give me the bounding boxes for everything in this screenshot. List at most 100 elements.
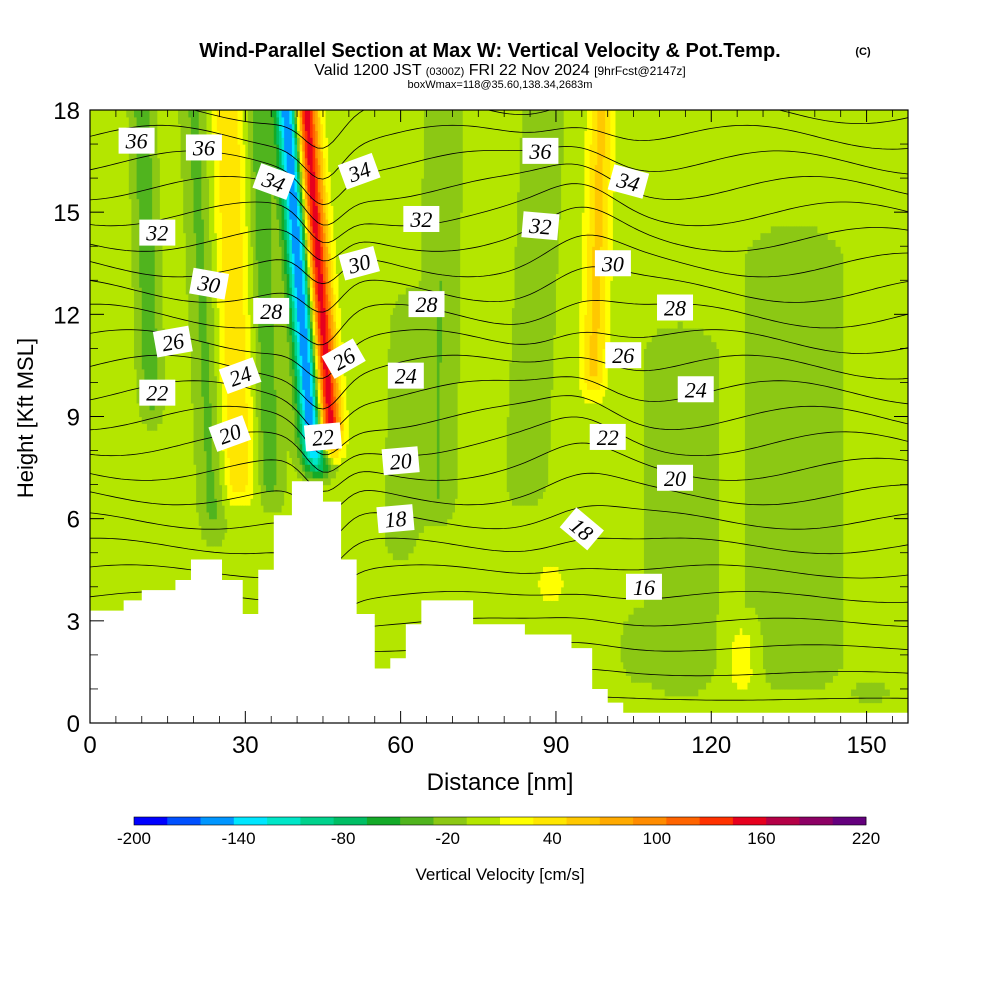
velocity-cell xyxy=(146,110,151,404)
velocity-cell xyxy=(553,334,557,567)
velocity-cell xyxy=(524,505,529,723)
velocity-cell xyxy=(214,110,218,234)
velocity-cell xyxy=(307,464,311,472)
velocity-cell xyxy=(832,110,837,241)
velocity-cell xyxy=(237,144,241,493)
velocity-cell xyxy=(196,287,200,513)
velocity-cell xyxy=(214,232,218,377)
contour-label-text: 22 xyxy=(146,381,168,406)
velocity-cell xyxy=(299,205,303,213)
contour-label-box xyxy=(625,573,662,600)
velocity-cell xyxy=(832,239,837,676)
velocity-cell xyxy=(141,423,145,723)
velocity-cell xyxy=(786,225,790,690)
velocity-cell xyxy=(504,110,508,723)
velocity-cell xyxy=(139,110,143,288)
velocity-cell xyxy=(535,110,539,506)
velocity-cell xyxy=(649,110,653,343)
velocity-cell xyxy=(589,402,593,723)
velocity-cell xyxy=(216,443,221,547)
velocity-cell xyxy=(561,579,565,588)
velocity-cell xyxy=(431,110,435,527)
velocity-cell xyxy=(778,110,782,227)
velocity-cell xyxy=(827,239,831,683)
velocity-cell xyxy=(514,246,518,506)
velocity-cell xyxy=(289,239,293,268)
velocity-cell xyxy=(157,157,161,424)
velocity-cell xyxy=(304,327,309,424)
velocity-cell xyxy=(299,130,303,145)
velocity-cell xyxy=(286,341,290,452)
contour-label: 16 xyxy=(625,573,662,600)
velocity-cell xyxy=(333,293,337,322)
velocity-cell xyxy=(222,110,226,295)
velocity-cell xyxy=(509,110,513,363)
velocity-cell xyxy=(794,688,798,723)
contour-label-text: 16 xyxy=(633,575,655,600)
velocity-cell xyxy=(278,110,283,132)
velocity-cell xyxy=(131,287,135,723)
velocity-cell xyxy=(501,110,505,723)
velocity-cell xyxy=(757,239,762,622)
velocity-cell xyxy=(680,321,684,697)
velocity-cell xyxy=(317,409,321,424)
velocity-cell xyxy=(587,232,591,390)
velocity-cell xyxy=(848,110,852,723)
velocity-cell xyxy=(646,341,650,683)
velocity-cell xyxy=(317,457,321,465)
theta-contour-line xyxy=(90,505,908,545)
contour-label-box xyxy=(657,294,694,321)
colorbar-tick-label: -20 xyxy=(435,829,460,848)
velocity-cell xyxy=(310,287,314,302)
velocity-cell xyxy=(299,116,303,132)
velocity-cell xyxy=(739,627,743,690)
velocity-cell xyxy=(291,341,296,370)
velocity-cell xyxy=(123,110,127,723)
contour-label-box xyxy=(408,291,445,318)
velocity-cell xyxy=(763,232,767,670)
contour-label-box xyxy=(321,338,366,379)
theta-contour-line xyxy=(90,442,908,492)
velocity-cell xyxy=(734,634,738,683)
velocity-cell xyxy=(693,327,697,697)
velocity-cell xyxy=(599,402,604,723)
velocity-cell xyxy=(312,144,316,172)
velocity-cell xyxy=(607,110,611,179)
contour-label-box xyxy=(607,164,650,199)
velocity-cell xyxy=(770,225,774,690)
velocity-cell xyxy=(814,688,818,723)
velocity-cell xyxy=(636,682,640,723)
velocity-cell xyxy=(302,137,306,152)
velocity-cell xyxy=(198,341,202,527)
velocity-cell xyxy=(682,695,686,723)
velocity-cell xyxy=(874,682,878,704)
velocity-cell xyxy=(876,682,881,704)
velocity-cell xyxy=(307,191,311,206)
velocity-cell xyxy=(545,110,549,486)
velocity-cell xyxy=(662,110,666,329)
velocity-cell xyxy=(320,178,324,200)
velocity-cell xyxy=(434,110,438,527)
velocity-cell xyxy=(532,505,536,723)
contour-label-box xyxy=(521,211,560,241)
velocity-cell xyxy=(291,273,296,302)
velocity-cell xyxy=(335,273,340,329)
velocity-cell xyxy=(312,334,316,343)
velocity-cell xyxy=(310,375,314,397)
velocity-cell xyxy=(304,464,309,472)
velocity-cell xyxy=(545,566,549,601)
colorbar-swatch xyxy=(433,817,468,825)
contour-label-box xyxy=(559,507,604,551)
velocity-cell xyxy=(646,110,650,343)
contour-label: 22 xyxy=(139,379,176,406)
velocity-cell xyxy=(126,110,130,118)
velocity-cell xyxy=(853,110,857,690)
velocity-cell xyxy=(426,110,430,527)
velocity-cell xyxy=(188,116,192,349)
velocity-cell xyxy=(737,688,741,723)
contour-label: 34 xyxy=(337,152,381,190)
velocity-cell xyxy=(475,110,479,723)
velocity-cell xyxy=(307,362,311,445)
contour-label-text: 32 xyxy=(527,213,552,240)
velocity-cell xyxy=(330,409,334,431)
